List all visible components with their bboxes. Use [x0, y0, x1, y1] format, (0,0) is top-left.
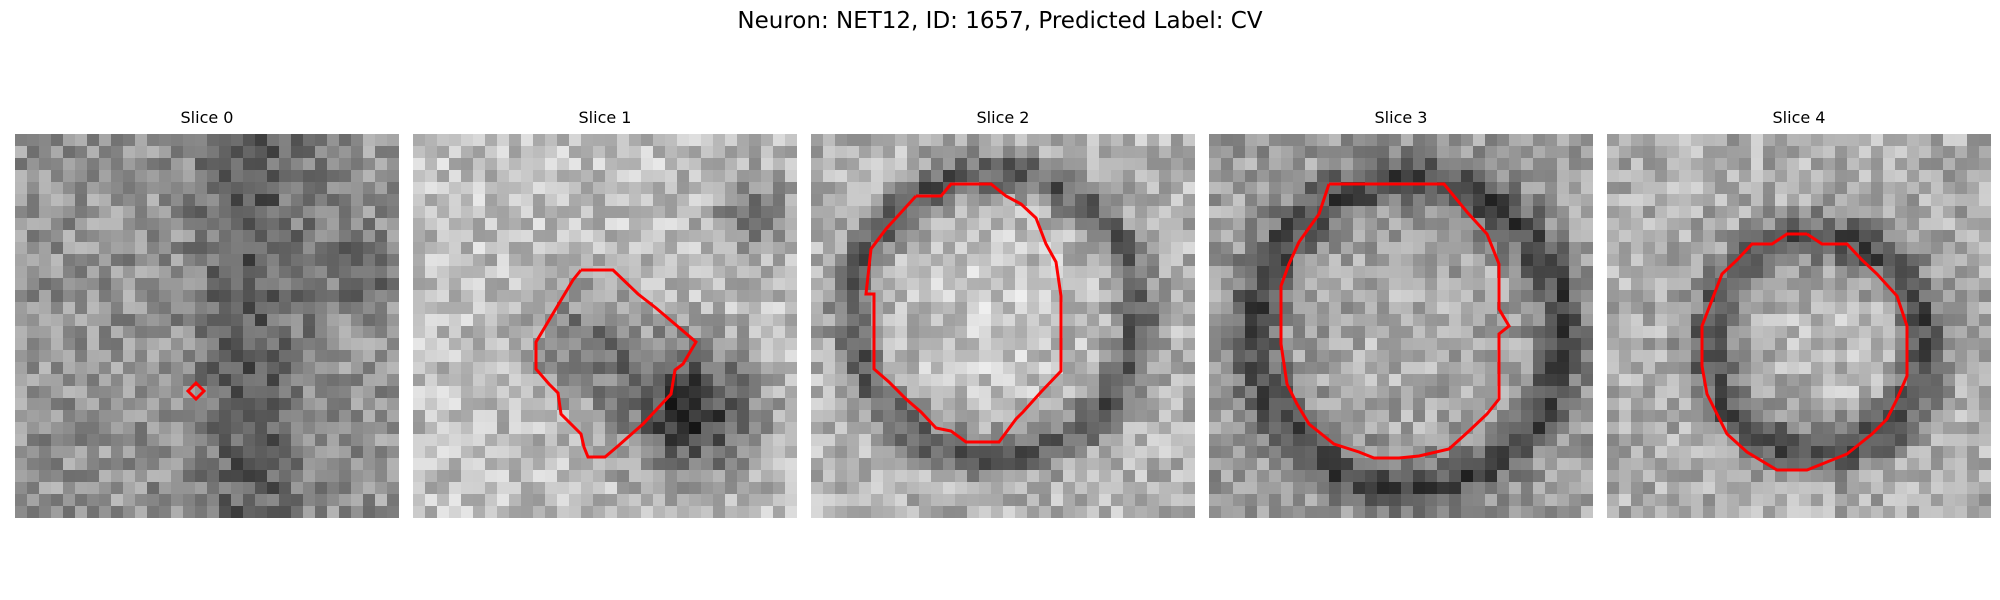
slice-title: Slice 3	[1374, 108, 1428, 127]
slice-panel-0: Slice 0	[15, 107, 399, 518]
slice-title: Slice 2	[976, 108, 1030, 127]
segmentation-contour	[864, 182, 1063, 444]
slice-image-2	[811, 134, 1195, 518]
slice-image-4	[1607, 134, 1991, 518]
slice-panel-4: Slice 4	[1607, 107, 1991, 518]
slice-title: Slice 0	[180, 108, 234, 127]
figure-title: Neuron: NET12, ID: 1657, Predicted Label…	[737, 8, 1263, 34]
slice-image-3	[1209, 134, 1593, 518]
segmentation-contour	[1279, 182, 1511, 460]
slice-image-1	[413, 134, 797, 518]
slice-panel-3: Slice 3	[1209, 107, 1593, 518]
segmentation-contour	[185, 380, 207, 402]
slice-title: Slice 4	[1772, 108, 1826, 127]
slice-image-0	[15, 134, 399, 518]
slice-panel-2: Slice 2	[811, 107, 1195, 518]
slice-title: Slice 1	[578, 108, 632, 127]
segmentation-contour	[1700, 232, 1909, 472]
slice-panel-1: Slice 1	[413, 107, 797, 518]
segmentation-contour	[534, 268, 698, 459]
